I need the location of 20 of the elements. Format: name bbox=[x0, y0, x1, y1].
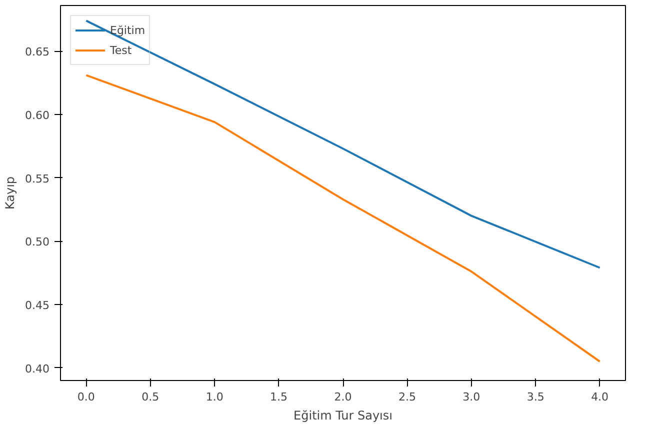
x-tick-label: 2.5 bbox=[398, 390, 416, 404]
y-tick-label: 0.40 bbox=[25, 362, 50, 376]
x-tick-label: 1.0 bbox=[206, 390, 224, 404]
x-axis-title: Eğitim Tur Sayısı bbox=[294, 408, 392, 422]
y-tick-label: 0.65 bbox=[25, 46, 50, 59]
x-tick-label: 2.0 bbox=[334, 390, 352, 404]
y-axis-title: Kayıp bbox=[3, 176, 18, 210]
y-tick-label: 0.60 bbox=[25, 108, 50, 122]
y-tick-label: 0.45 bbox=[25, 298, 50, 312]
x-tick-label: 4.0 bbox=[591, 390, 609, 404]
line-series bbox=[85, 74, 601, 362]
x-tick-label: 0.5 bbox=[142, 390, 160, 404]
x-tick-label: 0.0 bbox=[77, 390, 95, 404]
y-tick-label: 0.50 bbox=[25, 236, 50, 249]
x-tick-label: 3.5 bbox=[526, 390, 544, 404]
x-tick-label: 3.0 bbox=[462, 390, 480, 404]
y-tick-label: 0.55 bbox=[25, 172, 50, 186]
legend-label: Test bbox=[110, 44, 132, 56]
x-tick-label: 1.5 bbox=[270, 390, 288, 404]
legend-label: Eğitim bbox=[110, 24, 146, 36]
